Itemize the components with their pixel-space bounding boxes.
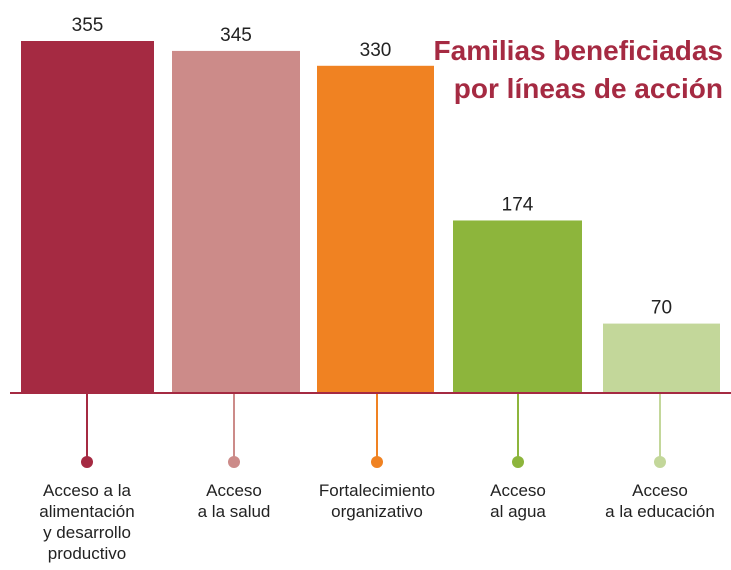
dot [81, 456, 93, 468]
dot [512, 456, 524, 468]
category-label: Acceso a la salud [197, 481, 271, 521]
category-label: Acceso al agua [490, 481, 546, 521]
bar [172, 50, 300, 393]
chart-title: Familias beneficiadas por líneas de acci… [433, 35, 723, 104]
category-label: Fortalecimiento organizativo [318, 481, 436, 521]
value-label: 355 [72, 15, 104, 36]
bar [317, 65, 434, 394]
value-label: 345 [220, 25, 252, 46]
value-label: 330 [360, 40, 392, 61]
bar [21, 41, 154, 393]
value-label: 70 [651, 298, 672, 319]
value-label: 174 [502, 194, 534, 215]
dot [371, 456, 383, 468]
category-label: Acceso a la educación [605, 481, 715, 521]
bar [453, 220, 582, 393]
category-label: Acceso a la alimentación y desarrollo pr… [39, 481, 135, 563]
bar [603, 323, 720, 393]
dot [228, 456, 240, 468]
dot [654, 456, 666, 468]
